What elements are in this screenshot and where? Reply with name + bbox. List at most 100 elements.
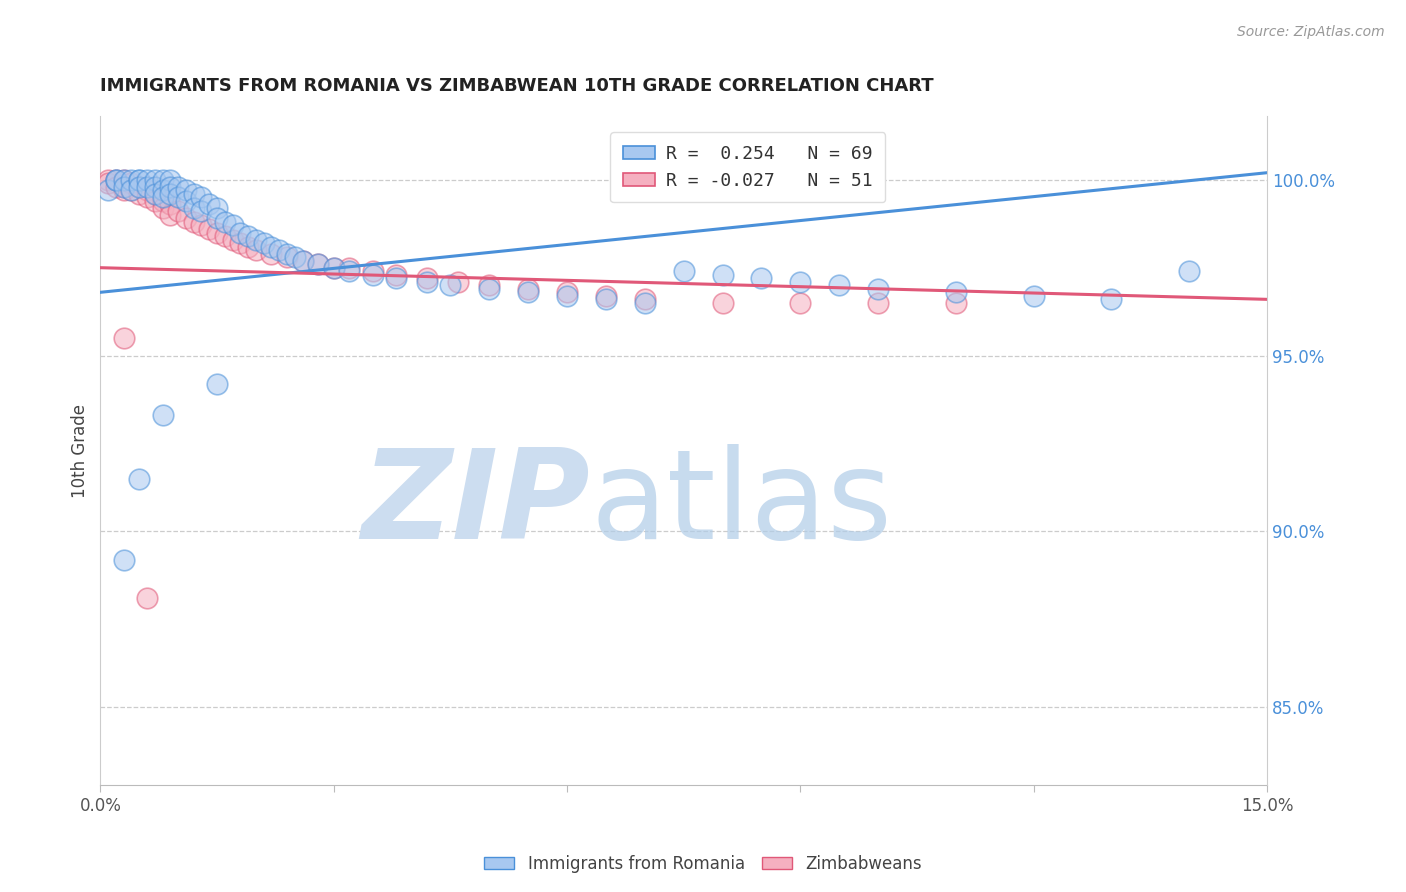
Point: [167, 190, 190, 204]
Point: [120, 173, 142, 187]
Point: [868, 282, 890, 296]
Point: [205, 226, 228, 240]
Point: [214, 215, 236, 229]
Point: [478, 282, 501, 296]
Point: [291, 253, 314, 268]
Legend: R =  0.254   N = 69, R = -0.027   N = 51: R = 0.254 N = 69, R = -0.027 N = 51: [610, 132, 886, 202]
Text: atlas: atlas: [591, 443, 893, 565]
Point: [174, 194, 197, 208]
Point: [555, 289, 578, 303]
Point: [236, 229, 259, 244]
Point: [152, 194, 174, 208]
Point: [190, 219, 212, 233]
Point: [245, 233, 267, 247]
Point: [128, 186, 150, 201]
Point: [276, 250, 298, 264]
Point: [136, 173, 159, 187]
Point: [143, 186, 166, 201]
Point: [143, 179, 166, 194]
Point: [385, 271, 408, 285]
Point: [152, 409, 174, 423]
Point: [447, 275, 470, 289]
Point: [136, 179, 159, 194]
Point: [152, 190, 174, 204]
Point: [260, 246, 283, 260]
Point: [307, 257, 329, 271]
Point: [159, 186, 181, 201]
Point: [361, 268, 384, 282]
Point: [167, 204, 190, 219]
Point: [229, 235, 252, 250]
Point: [945, 296, 967, 310]
Point: [711, 268, 734, 282]
Point: [595, 293, 617, 307]
Point: [120, 183, 142, 197]
Point: [322, 260, 344, 275]
Point: [269, 243, 291, 257]
Point: [104, 173, 127, 187]
Point: [291, 253, 314, 268]
Point: [183, 215, 205, 229]
Point: [214, 229, 236, 244]
Point: [97, 176, 120, 190]
Point: [159, 173, 181, 187]
Point: [322, 260, 344, 275]
Text: Source: ZipAtlas.com: Source: ZipAtlas.com: [1237, 25, 1385, 39]
Point: [517, 285, 540, 300]
Point: [416, 275, 439, 289]
Point: [205, 201, 228, 215]
Point: [136, 183, 159, 197]
Point: [97, 183, 120, 197]
Point: [104, 173, 127, 187]
Point: [128, 173, 150, 187]
Point: [276, 246, 298, 260]
Point: [789, 296, 811, 310]
Point: [174, 183, 197, 197]
Point: [112, 179, 135, 194]
Point: [236, 239, 259, 253]
Point: [634, 296, 657, 310]
Point: [711, 296, 734, 310]
Point: [221, 219, 243, 233]
Point: [112, 179, 135, 194]
Point: [152, 183, 174, 197]
Point: [253, 235, 276, 250]
Point: [159, 208, 181, 222]
Point: [245, 243, 267, 257]
Point: [128, 179, 150, 194]
Point: [159, 197, 181, 211]
Point: [229, 226, 252, 240]
Point: [439, 278, 461, 293]
Point: [167, 179, 190, 194]
Point: [112, 331, 135, 345]
Point: [828, 278, 851, 293]
Point: [128, 472, 150, 486]
Point: [143, 173, 166, 187]
Legend: Immigrants from Romania, Zimbabweans: Immigrants from Romania, Zimbabweans: [478, 848, 928, 880]
Point: [416, 271, 439, 285]
Point: [174, 211, 197, 226]
Point: [555, 285, 578, 300]
Point: [183, 201, 205, 215]
Point: [136, 591, 159, 606]
Point: [136, 190, 159, 204]
Point: [143, 194, 166, 208]
Point: [183, 186, 205, 201]
Point: [205, 211, 228, 226]
Point: [385, 268, 408, 282]
Point: [205, 376, 228, 391]
Point: [1178, 264, 1201, 278]
Point: [260, 239, 283, 253]
Point: [198, 222, 221, 236]
Point: [307, 257, 329, 271]
Point: [1022, 289, 1045, 303]
Text: ZIP: ZIP: [361, 443, 591, 565]
Point: [751, 271, 773, 285]
Point: [284, 250, 307, 264]
Point: [190, 190, 212, 204]
Point: [221, 233, 243, 247]
Point: [143, 186, 166, 201]
Point: [595, 289, 617, 303]
Point: [672, 264, 695, 278]
Point: [128, 173, 150, 187]
